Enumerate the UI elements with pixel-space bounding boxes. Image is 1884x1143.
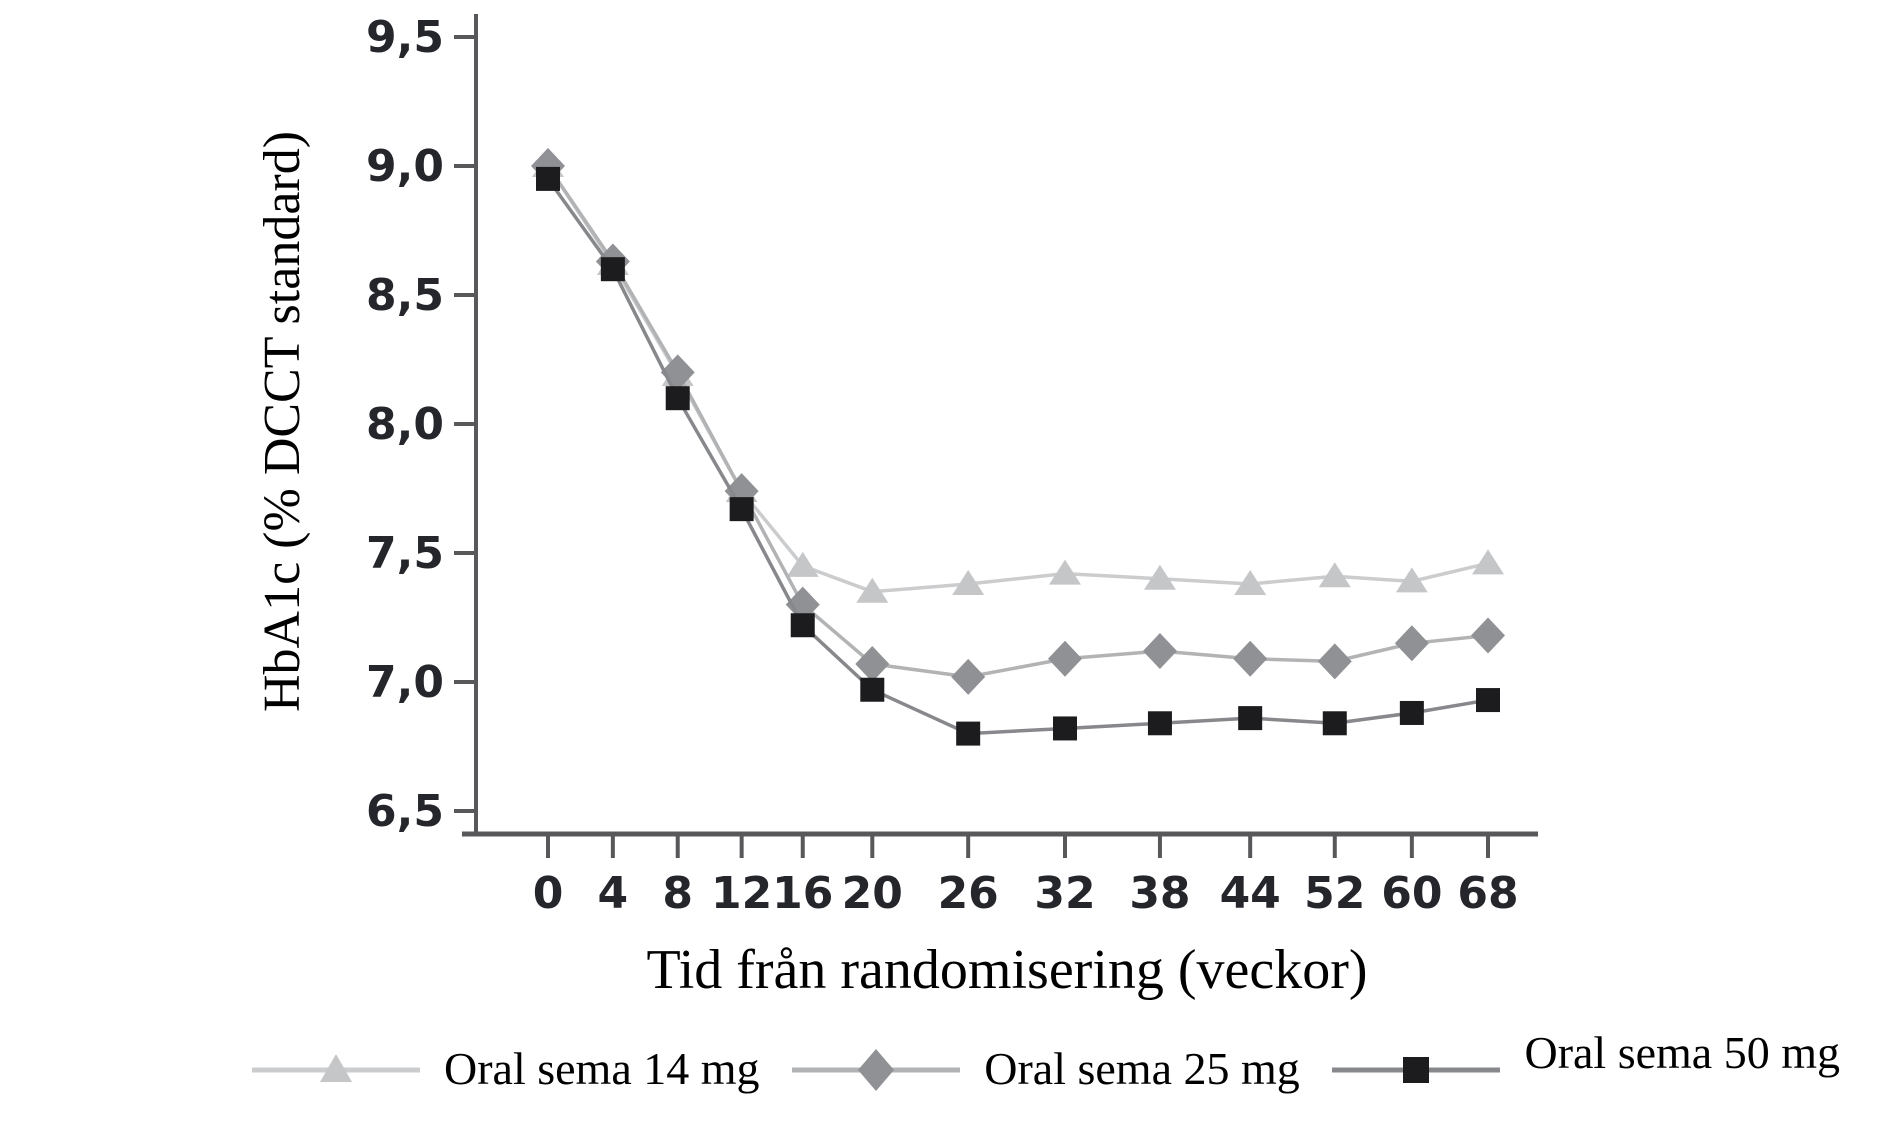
data-point-diamond [1048,640,1082,677]
data-point-diamond [1142,633,1177,670]
y-tick-label: 8,0 [366,399,444,450]
y-tick-label: 8,5 [366,270,444,321]
y-tick-label: 7,0 [366,657,444,708]
x-tick-label: 44 [1220,868,1281,919]
y-tick-label: 9,5 [366,12,444,63]
data-point-square [790,613,815,638]
triangle-marker-icon [252,1053,420,1082]
data-point-square [1322,711,1347,736]
x-tick-label: 52 [1304,868,1365,919]
legend-label-50mg: Oral sema 50 mg [1524,1027,1840,1078]
data-point-triangle [856,577,889,603]
triangle-icon [320,1053,352,1082]
data-point-square [665,386,690,411]
series-line-square [546,177,1489,736]
data-point-square [729,497,754,522]
legend-label-14mg: Oral sema 14 mg [444,1043,760,1094]
data-point-diamond [1394,625,1429,662]
x-axis-title: Tid från randomisering (veckor) [646,939,1368,1001]
legend-label-25mg: Oral sema 25 mg [984,1043,1300,1094]
data-point-square [956,721,981,746]
data-point-triangle [1234,569,1267,595]
data-point-square [860,677,885,702]
data-point-triangle [786,551,819,577]
data-point-square [1238,706,1263,731]
data-point-square [1147,711,1172,736]
data-point-diamond [855,645,890,682]
x-tick-label: 60 [1381,868,1442,919]
data-point-diamond [1233,640,1268,677]
y-axis-title: HbA1c (% DCCT standard) [254,130,311,712]
legend-item-oral-sema-50mg: Oral sema 50 mg [1330,1027,1840,1095]
data-point-square [1053,716,1077,741]
legend-item-oral-sema-14mg: Oral sema 14 mg [250,1042,760,1095]
data-point-triangle [1472,549,1504,575]
x-tick-label: 32 [1034,868,1095,919]
data-point-triangle [1395,567,1428,593]
legend-item-oral-sema-25mg: Oral sema 25 mg [790,1042,1300,1095]
y-tick-label: 9,0 [366,141,444,192]
data-point-square [600,257,625,282]
data-point-triangle [1143,564,1176,590]
square-icon [1403,1056,1430,1083]
data-point-square [536,166,560,191]
diamond-icon [858,1048,895,1091]
x-tick-label: 12 [711,868,772,919]
x-tick-label: 68 [1457,868,1518,919]
data-point-diamond [1317,643,1352,680]
y-tick-label: 7,5 [366,528,444,579]
diamond-marker-icon [792,1048,961,1091]
data-point-triangle [952,569,985,595]
x-tick-label: 26 [938,868,999,919]
data-point-diamond [951,658,986,695]
data-point-square [1399,700,1424,725]
legend: Oral sema 14 mg Oral sema 25 mg Oral sem… [250,1027,1840,1095]
data-point-triangle [1049,559,1081,585]
x-tick-label: 16 [772,868,833,919]
data-point-square [1476,688,1500,713]
square-marker-icon [1332,1056,1501,1083]
x-tick-label: 4 [598,868,629,919]
y-tick-label: 6,5 [366,786,444,837]
data-point-diamond [1471,617,1505,654]
x-tick-label: 8 [662,868,693,919]
x-tick-label: 20 [842,868,903,919]
x-tick-label: 38 [1129,868,1190,919]
data-point-triangle [1318,562,1351,588]
series-line-diamond [546,165,1489,679]
x-tick-label: 0 [533,868,564,919]
